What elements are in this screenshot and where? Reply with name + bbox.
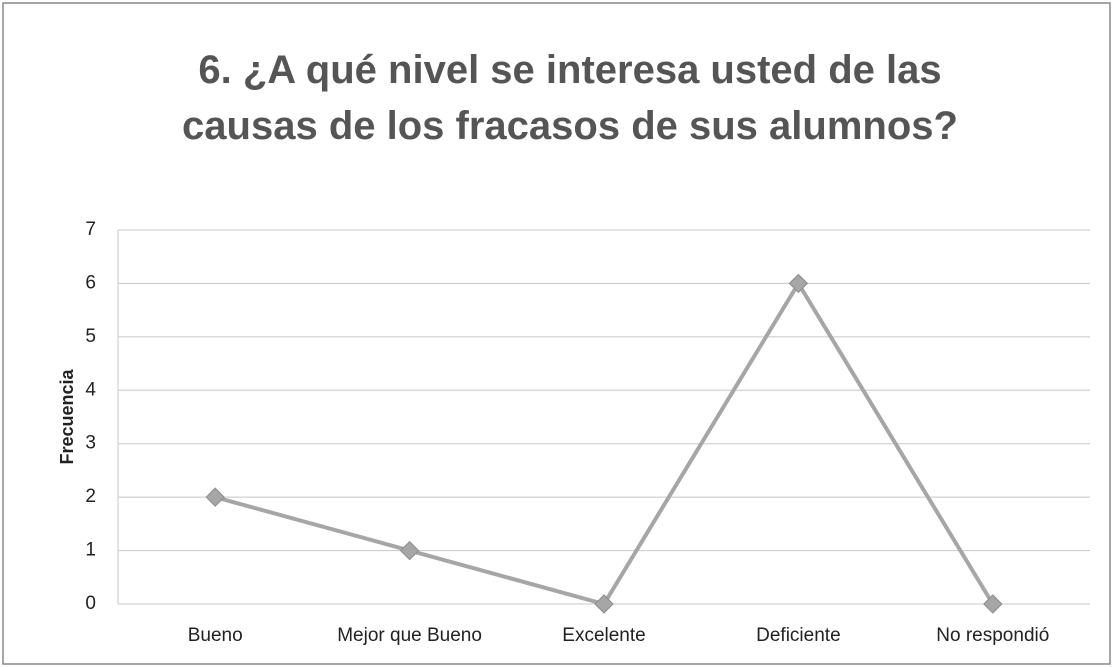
y-tick-label: 2 xyxy=(85,486,96,507)
marker xyxy=(983,594,1003,614)
y-tick-label: 5 xyxy=(85,326,96,347)
y-tick-label: 0 xyxy=(85,593,96,614)
y-tick-label: 7 xyxy=(85,219,96,240)
y-tick-label: 1 xyxy=(85,540,96,561)
x-tick-label: Excelente xyxy=(562,625,645,646)
x-tick-label: No respondió xyxy=(936,625,1049,646)
marker xyxy=(594,594,614,614)
chart-title: 6. ¿A qué nivel se interesa usted de las… xyxy=(182,48,958,148)
y-tick-label: 3 xyxy=(85,433,96,454)
x-tick-label: Bueno xyxy=(188,625,243,646)
marker xyxy=(788,273,809,294)
y-axis-label: Frecuencia xyxy=(57,368,77,464)
marker xyxy=(205,487,225,507)
y-tick-label: 4 xyxy=(85,379,96,400)
marker xyxy=(399,540,420,561)
x-tick-label: Mejor que Bueno xyxy=(337,625,482,646)
y-tick-label: 6 xyxy=(85,272,96,293)
x-tick-label: Deficiente xyxy=(756,625,841,646)
